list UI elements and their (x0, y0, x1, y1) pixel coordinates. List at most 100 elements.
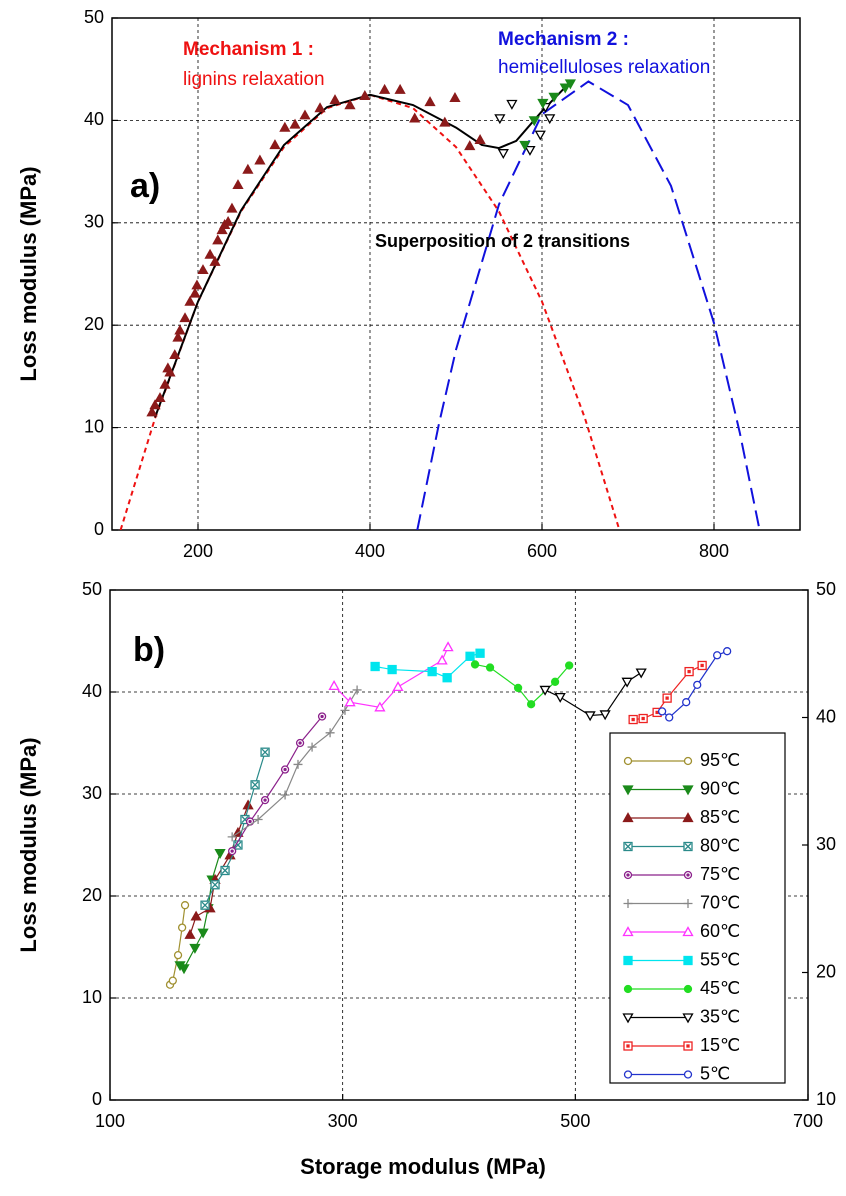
marker (599, 710, 611, 721)
legend-marker (683, 756, 693, 766)
marker (374, 701, 386, 712)
legend-marker (623, 955, 633, 966)
series-line (231, 689, 358, 838)
series-line (416, 80, 761, 530)
marker (722, 647, 732, 656)
legend-marker (682, 785, 694, 796)
marker (269, 139, 281, 150)
x-tick-label: 500 (560, 1111, 590, 1131)
marker (204, 248, 216, 259)
legend-label: 5℃ (700, 1063, 730, 1083)
marker (387, 664, 397, 675)
marker (465, 651, 475, 661)
legend-marker (682, 926, 694, 937)
marker (442, 673, 452, 683)
marker (370, 661, 380, 672)
marker (197, 264, 209, 275)
legend-marker (623, 1070, 633, 1079)
annotation: Mechanism 1 : (183, 39, 314, 60)
marker (328, 680, 340, 691)
marker (177, 923, 187, 932)
legend-label: 15℃ (700, 1035, 740, 1055)
legend-label: 90℃ (700, 778, 740, 798)
marker (494, 114, 506, 125)
legend-marker (683, 870, 693, 880)
marker (550, 677, 560, 686)
marker (191, 279, 203, 290)
marker (409, 112, 421, 123)
annotation: Superposition of 2 transitions (375, 231, 630, 251)
marker (260, 747, 270, 757)
legend-marker (682, 812, 694, 823)
marker (159, 378, 171, 389)
marker (222, 215, 234, 226)
legend-marker (622, 785, 634, 796)
x-tick-label: 300 (328, 1111, 358, 1131)
marker (344, 696, 356, 707)
marker (359, 89, 371, 100)
marker (684, 666, 694, 677)
marker (442, 641, 454, 652)
legend-label: 35℃ (700, 1006, 740, 1026)
y-tick-label: 0 (92, 1089, 102, 1109)
marker (179, 312, 191, 323)
x-tick-label: 700 (793, 1111, 823, 1131)
legend-label: 75℃ (700, 864, 740, 884)
marker (544, 114, 556, 125)
marker (474, 134, 486, 145)
y2-tick-label: 10 (816, 1089, 836, 1109)
marker (253, 815, 263, 824)
marker (280, 765, 290, 774)
marker (693, 680, 702, 690)
y-tick-label: 20 (82, 885, 102, 905)
marker (329, 94, 341, 105)
marker (519, 140, 531, 151)
y-tick-label: 40 (84, 109, 104, 129)
annotation: a) (130, 167, 160, 205)
legend-label: 70℃ (700, 892, 740, 912)
legend-label: 55℃ (700, 949, 740, 969)
marker (697, 660, 707, 671)
marker (314, 102, 326, 113)
marker (539, 685, 551, 696)
marker (178, 964, 190, 975)
legend-marker (622, 812, 634, 823)
marker (475, 648, 485, 658)
annotation: hemicelluloses relaxation (498, 57, 710, 78)
marker (190, 910, 202, 921)
marker (379, 83, 391, 94)
marker (174, 324, 186, 335)
marker (245, 817, 255, 826)
legend-label: 85℃ (700, 807, 740, 827)
marker (526, 700, 536, 709)
y-tick-label: 10 (84, 416, 104, 436)
y-tick-label: 40 (82, 681, 102, 701)
series-layer (165, 641, 732, 989)
marker (279, 121, 291, 132)
legend-label: 80℃ (700, 835, 740, 855)
x-tick-label: 200 (183, 541, 213, 561)
legend-marker (622, 926, 634, 937)
x-tick-label: 800 (699, 541, 729, 561)
marker (638, 713, 648, 724)
marker (497, 149, 509, 159)
marker (299, 109, 311, 120)
marker (154, 392, 166, 403)
legend-label: 95℃ (700, 750, 740, 770)
x-tick-label: 100 (95, 1111, 125, 1131)
marker (657, 707, 667, 716)
marker (227, 846, 237, 856)
marker (534, 130, 546, 141)
marker (621, 677, 633, 688)
marker (464, 140, 476, 151)
marker (427, 666, 437, 677)
marker (424, 96, 436, 107)
series-layer (119, 79, 761, 530)
y2-tick-label: 30 (816, 834, 836, 854)
y-tick-label: 50 (84, 7, 104, 27)
y-tick-label: 0 (94, 519, 104, 539)
marker (344, 99, 356, 110)
marker (340, 705, 350, 715)
marker (682, 698, 691, 707)
marker (564, 79, 576, 90)
